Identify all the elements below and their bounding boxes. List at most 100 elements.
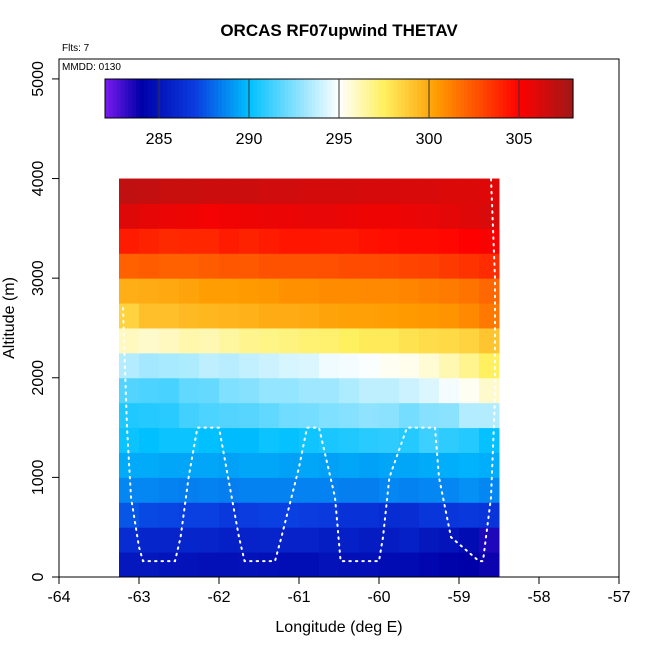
heatmap-cell	[359, 228, 380, 254]
heatmap-cell	[359, 402, 380, 429]
heatmap-cell	[219, 178, 240, 204]
colorbar-segment	[284, 79, 289, 118]
heatmap-cell	[359, 278, 380, 304]
heatmap-cell	[459, 327, 480, 354]
heatmap-cell	[439, 228, 460, 254]
y-tick-label: 5000	[30, 61, 47, 97]
heatmap-cell	[479, 278, 500, 304]
colorbar-segment	[120, 79, 126, 118]
heatmap-cell	[459, 228, 480, 254]
heatmap-cell	[179, 527, 200, 553]
heatmap-cell	[379, 278, 400, 304]
y-tick-label: 4000	[30, 161, 47, 197]
colorbar-segment	[424, 79, 430, 118]
heatmap-cell	[179, 452, 200, 478]
heatmap-cell	[139, 278, 160, 304]
heatmap-cell	[379, 452, 400, 478]
heatmap-cell	[319, 377, 340, 404]
heatmap-cell	[259, 402, 280, 429]
x-tick-label: -59	[447, 589, 470, 606]
colorbar-segment	[225, 79, 231, 118]
heatmap-cell	[299, 178, 320, 204]
heatmap-cell	[319, 452, 340, 478]
heatmap-cell	[399, 427, 420, 453]
heatmap-cell	[319, 327, 340, 354]
heatmap-cell	[159, 377, 180, 404]
heatmap-cell	[359, 352, 380, 379]
heatmap-cell	[299, 377, 320, 404]
colorbar-segment	[167, 79, 172, 118]
heatmap-cell	[159, 502, 180, 528]
colorbar-segment	[420, 79, 426, 118]
colorbar-segment	[487, 79, 492, 118]
heatmap-cell	[419, 303, 440, 329]
colorbar-segment	[518, 79, 523, 118]
colorbar-segment	[362, 79, 367, 118]
heatmap-cell	[159, 477, 180, 503]
heatmap-cell	[139, 253, 160, 279]
colorbar-segment	[534, 79, 539, 118]
colorbar-segment	[401, 79, 406, 118]
heatmap-cell	[419, 477, 440, 503]
colorbar-segment	[206, 79, 211, 118]
colorbar-segment	[335, 79, 340, 118]
x-axis: -64 -63 -62 -61 -60 -59 -58 -57	[47, 577, 631, 606]
heatmap-cell	[419, 203, 440, 229]
heatmap-cell	[219, 427, 240, 453]
heatmap-cell	[439, 502, 460, 528]
colorbar-segment	[237, 79, 243, 118]
heatmap-cell	[399, 203, 420, 229]
colorbar-segment	[323, 79, 328, 118]
colorbar-segment	[128, 79, 133, 118]
heatmap-cell	[259, 253, 280, 279]
colorbar-segment	[272, 79, 278, 118]
heatmap-cell	[199, 228, 220, 254]
heatmap-cell	[299, 253, 320, 279]
heatmap-cell	[339, 527, 360, 553]
heatmap-cell	[459, 427, 480, 453]
colorbar-segment	[561, 79, 566, 118]
heatmap-cell	[139, 228, 160, 254]
y-tick-label: 3000	[30, 260, 47, 296]
colorbar-segment	[440, 79, 445, 118]
colorbar-segment	[456, 79, 461, 118]
heatmap-cell	[199, 303, 220, 329]
heatmap-cell	[119, 402, 140, 429]
heatmap-cell	[279, 377, 300, 404]
heatmap-cell	[299, 327, 320, 354]
heatmap-cell	[179, 203, 200, 229]
heatmap-cell	[179, 552, 200, 578]
heatmap-cell	[199, 327, 220, 354]
heatmap-cell	[179, 253, 200, 279]
colorbar-segment	[311, 79, 317, 118]
colorbar-segment	[506, 79, 512, 118]
heatmap-cell	[219, 228, 240, 254]
colorbar-segment	[233, 79, 239, 118]
colorbar-segment	[483, 79, 488, 118]
colorbar-segment	[179, 79, 184, 118]
heatmap-cell	[259, 303, 280, 329]
heatmap-cell	[299, 552, 320, 578]
heatmap-cell	[419, 253, 440, 279]
heatmap-cell	[279, 402, 300, 429]
heatmap-cell	[439, 253, 460, 279]
heatmap-cell	[339, 452, 360, 478]
heatmap-cell	[379, 352, 400, 379]
heatmap-cell	[239, 552, 260, 578]
heatmap-cell	[419, 452, 440, 478]
colorbar-segment	[491, 79, 496, 118]
heatmap-cell	[379, 402, 400, 429]
colorbar-segment	[565, 79, 570, 118]
y-tick-label: 0	[30, 572, 47, 581]
heatmap-cell	[339, 203, 360, 229]
colorbar-segment	[194, 79, 200, 118]
colorbar-segment	[409, 79, 414, 118]
heatmap-cell	[379, 253, 400, 279]
heatmap-cell	[379, 203, 400, 229]
heatmap-cell	[379, 327, 400, 354]
colorbar-segment	[385, 79, 391, 118]
heatmap-cell	[199, 477, 220, 503]
heatmap-cell	[279, 253, 300, 279]
heatmap-cell	[219, 527, 240, 553]
colorbar-segment	[303, 79, 309, 118]
